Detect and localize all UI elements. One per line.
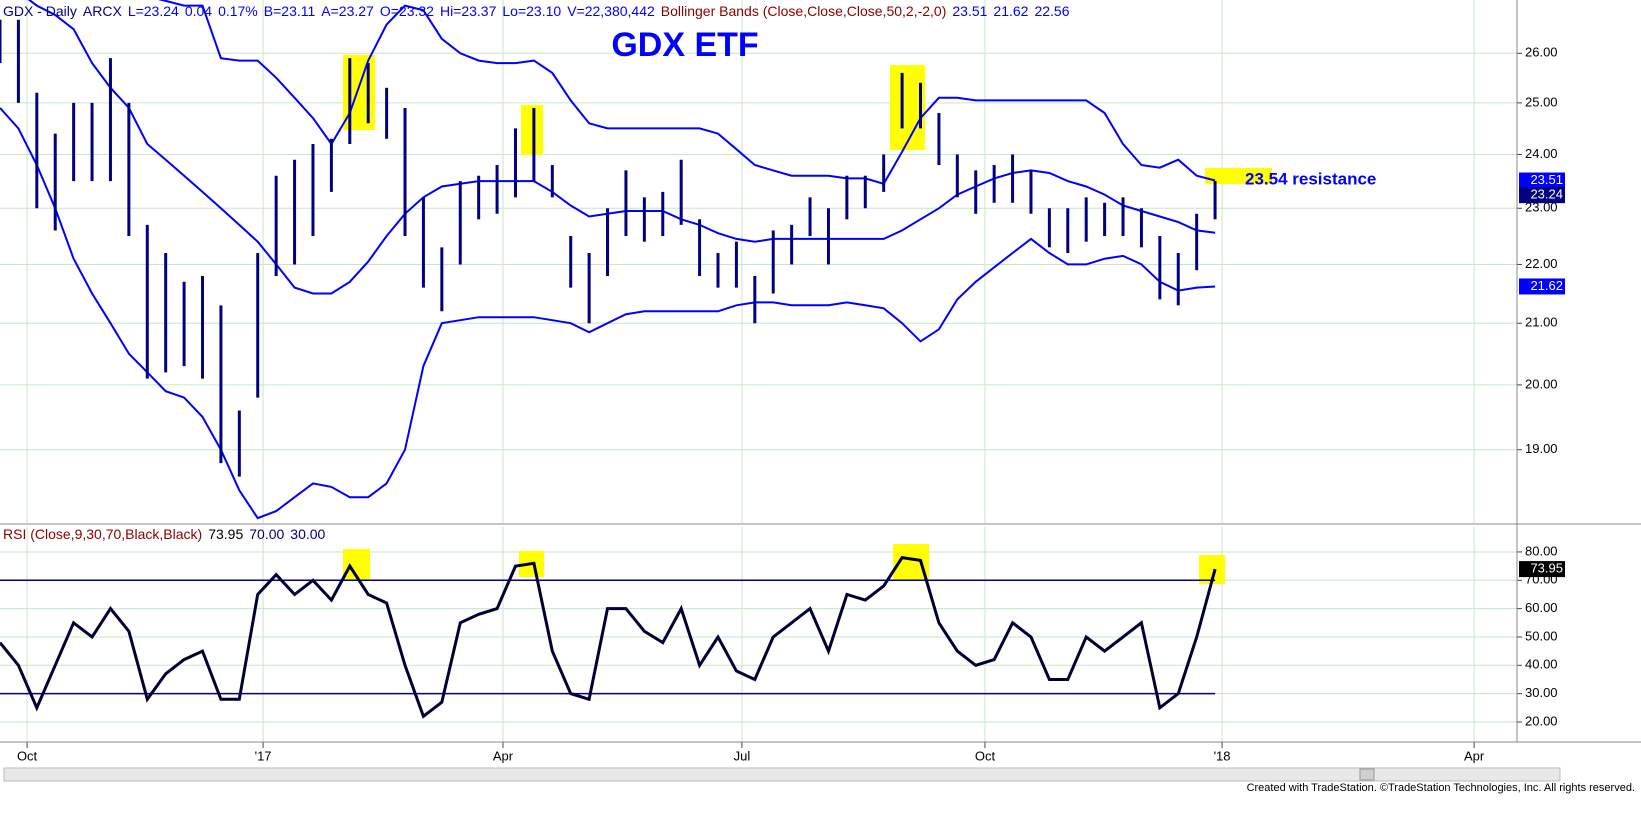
header-item: L=23.24 [127,3,179,19]
header-item: 0.17% [218,3,258,19]
y-tick-label: 20.00 [1525,713,1558,728]
y-tick-label: 30.00 [1525,685,1558,700]
rsi-line [0,555,1217,719]
x-tick-label: Apr [1464,748,1485,763]
price-marker-label: 23.51 [1530,172,1563,187]
y-tick-label: 50.00 [1525,628,1558,643]
header-item: V=22,380,442 [567,3,655,19]
y-tick-label: 25.00 [1525,94,1558,109]
price-marker [1519,187,1565,204]
annotation: 23.54 resistance [1245,169,1376,188]
y-tick-label: 22.00 [1525,256,1558,271]
price-marker-label: 23.24 [1530,187,1563,202]
price-marker [1519,172,1565,189]
bollinger-band [0,107,1216,520]
x-tick-label: '18 [1214,748,1231,763]
highlight [521,105,543,155]
y-tick-label: 23.00 [1525,200,1558,215]
header-item: 21.62 [993,3,1029,19]
scrollbar-thumb[interactable] [1359,768,1375,781]
header-item: Hi=23.37 [439,3,497,19]
header-item: 22.56 [1034,3,1070,19]
grid [0,0,1522,748]
header-item: Bollinger Bands (Close,Close,Close,50,2,… [660,3,947,19]
header-item: ARCX [82,3,122,19]
chart-title: GDX ETF [611,26,758,64]
header-item: 30.00 [290,526,326,542]
x-tick-label: '17 [255,748,272,763]
header-item: O=23.32 [379,3,434,19]
y-tick-label: 19.00 [1525,441,1558,456]
x-tick-label: Oct [975,748,996,763]
header-item: RSI (Close,9,30,70,Black,Black) [3,526,203,542]
price-marker [1519,278,1565,295]
header-item: 73.95 [208,526,244,542]
rsi-header: RSI (Close,9,30,70,Black,Black) 73.95 70.0… [3,526,331,542]
x-tick-label: Apr [493,748,514,763]
y-tick-label: 40.00 [1525,657,1558,672]
scrollbar[interactable] [3,767,1561,782]
header-item: A=23.27 [321,3,374,19]
y-tick-label: 60.00 [1525,600,1558,615]
y-tick-label: 20.00 [1525,376,1558,391]
price-header: GDX - Daily ARCX L=23.24 0.04 0.17% B=23.11 A=… [3,3,1076,19]
y-tick-label: 21.00 [1525,315,1558,330]
header-item: GDX - Daily [3,3,77,19]
marks: 19.00 20.00 21.00 22.00 23.00 24.00 25.00 26.00… [0,0,1565,763]
header-item: Lo=23.10 [502,3,562,19]
y-tick-label: 24.00 [1525,146,1558,161]
header-item: B=23.11 [263,3,316,19]
price-marker-label: 73.95 [1530,561,1563,576]
price-marker [1519,561,1565,578]
footer: Created with TradeStation. ©TradeStation… [1246,782,1635,794]
header-item: 23.51 [952,3,988,19]
highlight [343,55,375,130]
bollinger-band [157,0,1216,185]
y-tick-label: 26.00 [1525,45,1558,60]
header-item: 70.00 [249,526,285,542]
header-item: 0.04 [184,3,213,19]
x-tick-label: Oct [17,748,38,763]
x-tick-label: Jul [734,748,751,763]
highlight [1205,168,1272,184]
price-marker-label: 21.62 [1530,278,1563,293]
y-tick-label: 80.00 [1525,543,1558,558]
